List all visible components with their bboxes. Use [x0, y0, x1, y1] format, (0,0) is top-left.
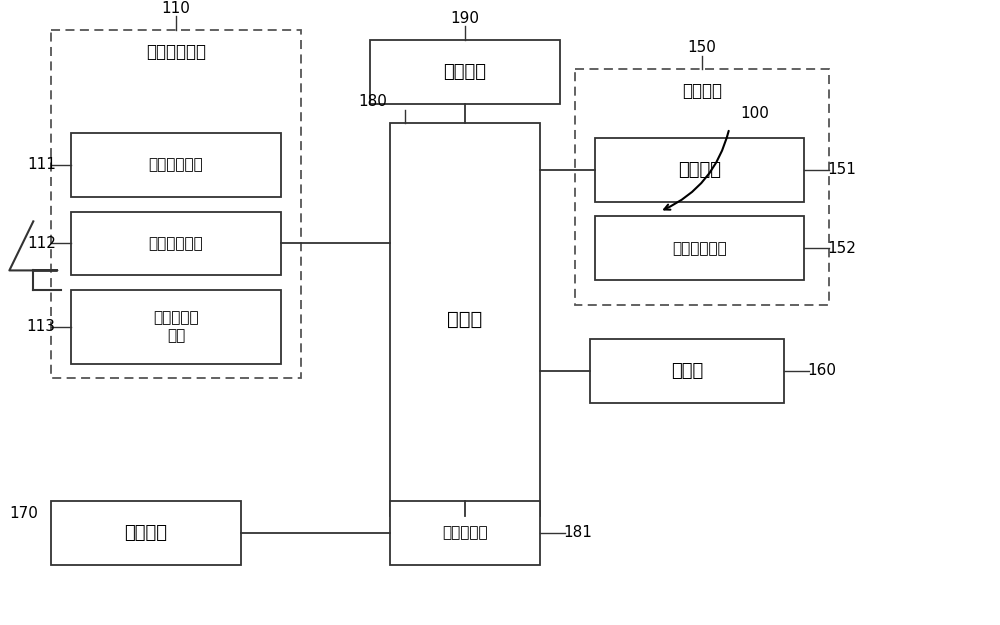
Bar [590, 339, 784, 403]
Text: 181: 181 [563, 526, 592, 541]
Text: 输出单元: 输出单元 [682, 82, 722, 100]
Bar [595, 216, 804, 280]
Text: 100: 100 [740, 106, 769, 121]
Text: 无线通信单元: 无线通信单元 [146, 42, 206, 61]
Text: 显示单元: 显示单元 [678, 161, 721, 179]
Text: 移动通信模块: 移动通信模块 [149, 236, 203, 251]
Bar [575, 69, 829, 305]
Bar [51, 501, 241, 565]
Text: 170: 170 [9, 506, 38, 521]
Text: 控制器: 控制器 [447, 310, 483, 329]
Text: 多媒体模块: 多媒体模块 [442, 526, 488, 541]
Text: 113: 113 [27, 319, 56, 334]
Text: 160: 160 [808, 364, 837, 379]
Bar [595, 138, 804, 202]
Text: 152: 152 [828, 241, 856, 256]
Text: 190: 190 [451, 11, 480, 26]
Text: 150: 150 [688, 40, 716, 55]
Bar [370, 40, 560, 104]
Text: 111: 111 [27, 158, 56, 172]
Text: 112: 112 [27, 236, 56, 251]
Bar [390, 501, 540, 565]
Text: 接口单元: 接口单元 [124, 524, 167, 542]
Text: 110: 110 [161, 1, 190, 16]
Text: 180: 180 [358, 94, 387, 109]
Bar [71, 133, 281, 197]
Bar [51, 30, 301, 378]
Text: 音频输出模块: 音频输出模块 [672, 241, 727, 256]
Bar [71, 290, 281, 364]
Bar [71, 211, 281, 276]
Text: 存储器: 存储器 [671, 362, 703, 380]
Text: 电源单元: 电源单元 [444, 62, 487, 81]
Text: 151: 151 [828, 162, 856, 177]
Bar [390, 123, 540, 516]
Text: 广播接收模块: 广播接收模块 [149, 158, 203, 172]
Text: 无线互联网
模块: 无线互联网 模块 [153, 311, 199, 343]
